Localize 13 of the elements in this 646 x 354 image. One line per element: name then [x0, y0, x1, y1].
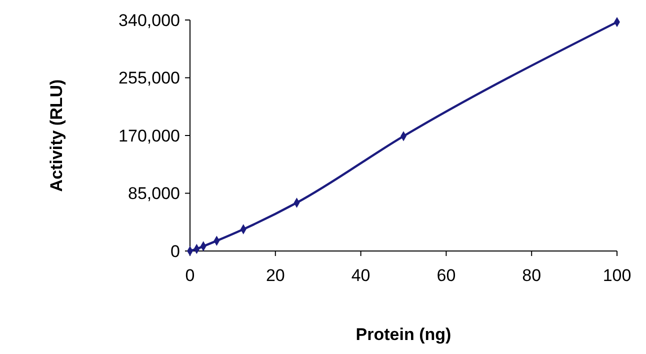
x-tick-label: 60	[436, 266, 456, 285]
x-tick-label: 80	[522, 266, 542, 285]
y-tick-label: 255,000	[118, 68, 180, 88]
x-tick-label: 0	[185, 266, 195, 285]
y-tick-label: 170,000	[118, 126, 180, 146]
y-axis-title: Activity (RLU)	[47, 79, 66, 192]
y-tick-label: 0	[170, 242, 180, 261]
x-tick-label: 40	[351, 266, 370, 285]
y-tick-label: 340,000	[118, 10, 180, 30]
x-tick-label: 20	[266, 266, 285, 285]
x-tick-label: 100	[602, 266, 632, 285]
x-axis-title: Protein (ng)	[356, 325, 452, 344]
y-tick-label: 85,000	[128, 184, 180, 204]
